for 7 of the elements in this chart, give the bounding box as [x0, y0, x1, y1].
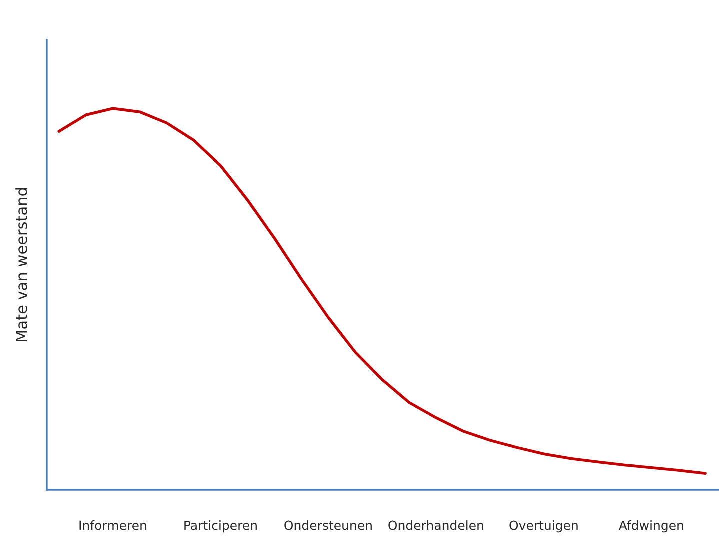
y-axis-title: Mate van weerstand [16, 188, 28, 342]
x-tick-label: Informeren [80, 520, 146, 530]
x-tick-label: Participeren [184, 520, 257, 533]
x-tick-label: Onderhandelen [388, 520, 484, 530]
x-tick-label: Afdwingen [618, 520, 684, 533]
x-tick-label: Overtuigen [510, 520, 578, 533]
x-tick-label: Ondersteunen [284, 520, 372, 530]
